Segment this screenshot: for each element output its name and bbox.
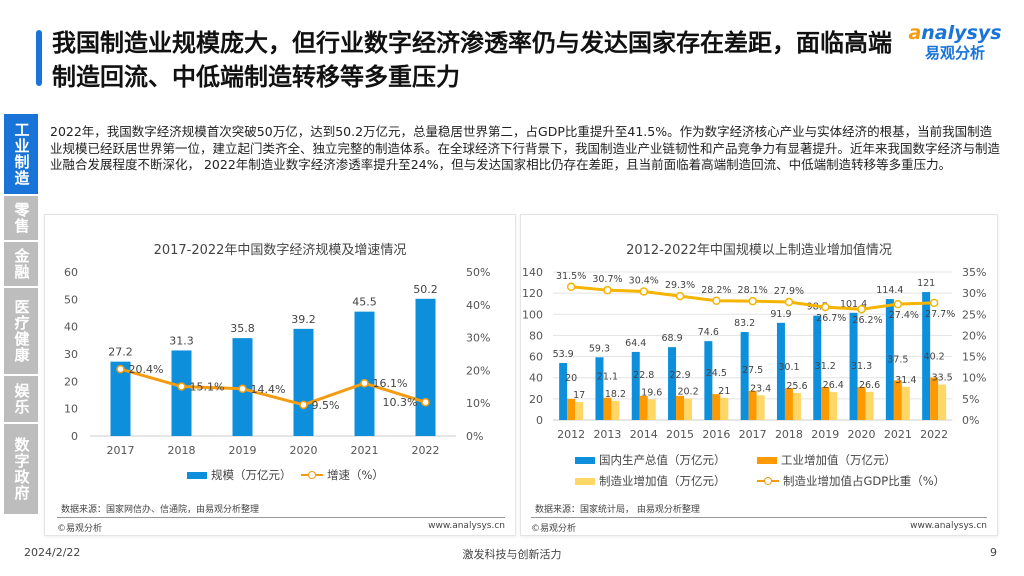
- legend-swatch: [575, 477, 595, 485]
- sidebar-item-entertainment[interactable]: 娱乐: [4, 376, 38, 422]
- chart-panel-digital-economy: 2017-2022年中国数字经济规模及增速情况 规模（万亿元） 增速（%） 数据…: [44, 214, 516, 536]
- sidebar-item-retail[interactable]: 零售: [4, 196, 38, 240]
- legend-label: 工业增加值（万亿元）: [781, 453, 896, 467]
- legend-label: 制造业增加值（万亿元）: [599, 474, 726, 488]
- data-source: 数据来源：国家网信办、信通院，由易观分析整理: [61, 505, 260, 515]
- legend-line-swatch: [757, 476, 779, 486]
- copyright: ©易观分析: [531, 524, 577, 534]
- legend-item-scale: 规模（万亿元）: [187, 467, 292, 483]
- legend-label: 国内生产总值（万亿元）: [599, 453, 726, 467]
- page-number: 9: [990, 546, 997, 559]
- divider: [531, 517, 987, 518]
- divider: [57, 517, 505, 518]
- legend-item-share: 制造业增加值占GDP比重（%）: [757, 473, 945, 489]
- chart-title: 2012-2022年中国规模以上制造业增加值情况: [626, 243, 892, 258]
- footer-slogan: 激发科技与创新活力: [462, 548, 562, 561]
- website[interactable]: www.analysys.cn: [428, 521, 505, 531]
- website[interactable]: www.analysys.cn: [910, 521, 987, 531]
- legend-swatch: [575, 456, 595, 464]
- legend-item-manufacturing: 制造业增加值（万亿元）: [575, 473, 726, 489]
- intro-paragraph: 2022年，我国数字经济规模首次突破50万亿，达到50.2万亿元，总量稳居世界第…: [50, 124, 1001, 172]
- legend-swatch: [757, 456, 777, 464]
- sidebar: 工业制造 零售 金融 医疗健康 娱乐 数字政府: [4, 114, 38, 516]
- logo-en: nalysys: [921, 22, 1002, 44]
- legend-swatch: [187, 471, 207, 479]
- chart-title: 2017-2022年中国数字经济规模及增速情况: [153, 243, 407, 258]
- legend-item-growth: 增速（%）: [301, 467, 384, 483]
- legend-item-industry: 工业增加值（万亿元）: [757, 452, 896, 468]
- analysys-logo: analysys 易观分析: [905, 22, 1005, 62]
- data-source: 数据来源：国家统计局， 由易观分析整理: [535, 505, 700, 515]
- logo-cn: 易观分析: [924, 44, 985, 62]
- footer-date: 2024/2/22: [24, 546, 81, 559]
- page-title: 我国制造业规模庞大，但行业数字经济渗透率仍与发达国家存在差距，面临高端制造回流、…: [52, 29, 892, 91]
- chart-panel-manufacturing: 2012-2022年中国规模以上制造业增加值情况 国内生产总值（万亿元） 工业增…: [520, 214, 998, 536]
- title-accent-bar: [36, 30, 42, 86]
- legend-label: 制造业增加值占GDP比重（%）: [783, 474, 946, 488]
- logo-a: a: [908, 22, 922, 44]
- legend-item-gdp: 国内生产总值（万亿元）: [575, 452, 726, 468]
- legend-line-swatch: [301, 470, 323, 480]
- sidebar-item-healthcare[interactable]: 医疗健康: [4, 288, 38, 374]
- legend-label: 增速（%）: [327, 468, 384, 482]
- copyright: ©易观分析: [57, 524, 103, 534]
- sidebar-item-digital-government[interactable]: 数字政府: [4, 424, 38, 514]
- legend-label: 规模（万亿元）: [211, 468, 292, 482]
- sidebar-item-finance[interactable]: 金融: [4, 242, 38, 286]
- sidebar-item-industry[interactable]: 工业制造: [4, 114, 38, 194]
